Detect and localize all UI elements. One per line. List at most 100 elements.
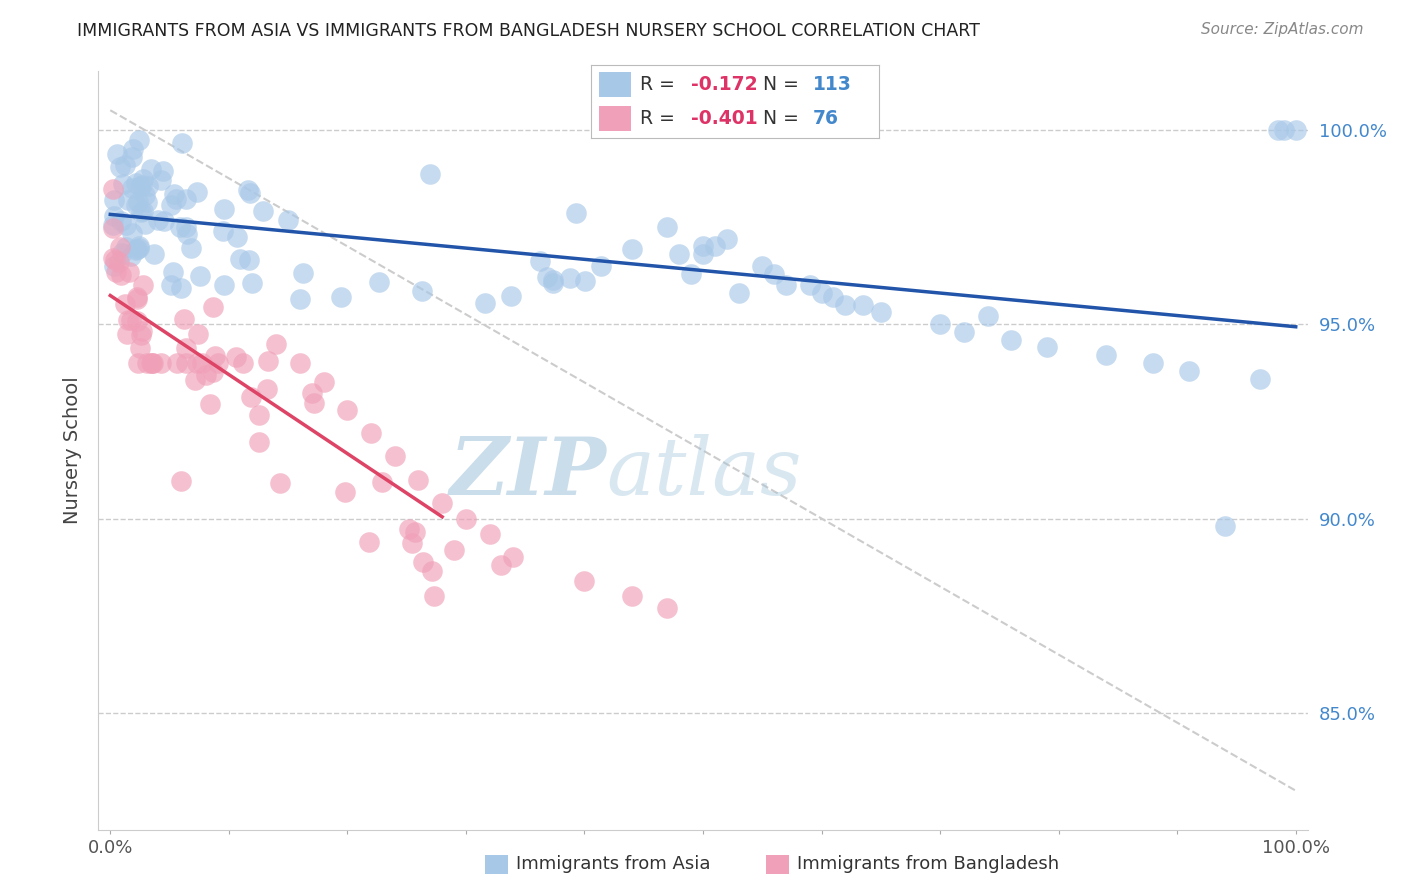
Point — [560, 271, 582, 285]
Point — [110, 239, 132, 253]
Point — [1213, 519, 1236, 533]
Point — [574, 274, 596, 288]
Point — [420, 565, 443, 579]
Point — [367, 276, 389, 290]
Point — [225, 351, 247, 365]
Point — [114, 219, 136, 233]
Point — [153, 214, 176, 228]
Point — [134, 217, 156, 231]
Point — [357, 534, 380, 549]
Point — [763, 267, 786, 281]
Point — [384, 450, 406, 464]
Point — [159, 278, 181, 293]
Point — [103, 259, 125, 273]
Point — [128, 241, 150, 255]
Point — [976, 310, 998, 324]
Point — [536, 269, 558, 284]
Point — [129, 341, 152, 355]
Point — [121, 227, 143, 241]
Point — [620, 589, 643, 603]
Point — [139, 356, 162, 370]
Point — [288, 356, 311, 370]
Point — [105, 265, 128, 279]
Text: -0.401: -0.401 — [692, 109, 758, 128]
Point — [491, 558, 513, 573]
Point — [474, 295, 496, 310]
Point — [170, 136, 193, 150]
Point — [195, 368, 218, 383]
Point — [574, 574, 596, 588]
Point — [288, 292, 311, 306]
Point — [125, 176, 148, 190]
Point — [211, 224, 233, 238]
Point — [952, 325, 974, 339]
Point — [105, 146, 128, 161]
Point — [107, 255, 129, 269]
Point — [301, 385, 323, 400]
Point — [1142, 356, 1164, 370]
Point — [173, 312, 195, 326]
Y-axis label: Nursery School: Nursery School — [63, 376, 83, 524]
Point — [869, 305, 891, 319]
Point — [111, 245, 134, 260]
Point — [186, 185, 208, 199]
Point — [122, 142, 145, 156]
Point — [128, 239, 150, 253]
Point — [238, 252, 260, 267]
Point — [166, 356, 188, 370]
Point — [852, 298, 875, 312]
Point — [541, 276, 564, 290]
Point — [149, 356, 172, 370]
Point — [132, 278, 155, 293]
Point — [432, 496, 454, 510]
Point — [103, 193, 125, 207]
Point — [681, 267, 703, 281]
Point — [169, 280, 191, 294]
Point — [163, 187, 186, 202]
Point — [657, 219, 679, 234]
Point — [132, 172, 155, 186]
Point — [104, 252, 127, 267]
Point — [146, 212, 169, 227]
Point — [202, 365, 225, 379]
Point — [125, 243, 148, 257]
Point — [668, 247, 690, 261]
Point — [242, 277, 264, 291]
Bar — [599, 106, 631, 131]
Point — [101, 220, 124, 235]
Point — [775, 278, 797, 293]
Point — [703, 239, 725, 253]
Point — [1036, 340, 1059, 354]
Point — [117, 194, 139, 208]
Point — [751, 259, 773, 273]
Point — [333, 484, 356, 499]
Point — [136, 195, 159, 210]
Point — [239, 186, 262, 200]
Point — [127, 314, 149, 328]
Point — [174, 341, 197, 355]
Text: ZIP: ZIP — [450, 434, 606, 512]
Point — [191, 356, 214, 370]
Point — [170, 474, 193, 488]
Point — [810, 285, 832, 300]
Point — [247, 408, 270, 422]
Point — [247, 434, 270, 449]
Text: N =: N = — [763, 75, 806, 95]
Point — [115, 240, 138, 254]
Point — [499, 289, 522, 303]
Point — [101, 251, 124, 265]
Point — [136, 178, 159, 193]
Point — [360, 425, 382, 440]
Point — [114, 157, 136, 171]
Text: R =: R = — [640, 109, 681, 128]
Text: Source: ZipAtlas.com: Source: ZipAtlas.com — [1201, 22, 1364, 37]
Point — [139, 161, 162, 176]
Point — [103, 210, 125, 224]
Point — [1178, 364, 1201, 378]
Point — [1285, 122, 1308, 136]
Text: 113: 113 — [813, 75, 851, 95]
Text: N =: N = — [763, 109, 806, 128]
Point — [165, 192, 187, 206]
Point — [419, 167, 441, 181]
Point — [186, 356, 208, 370]
